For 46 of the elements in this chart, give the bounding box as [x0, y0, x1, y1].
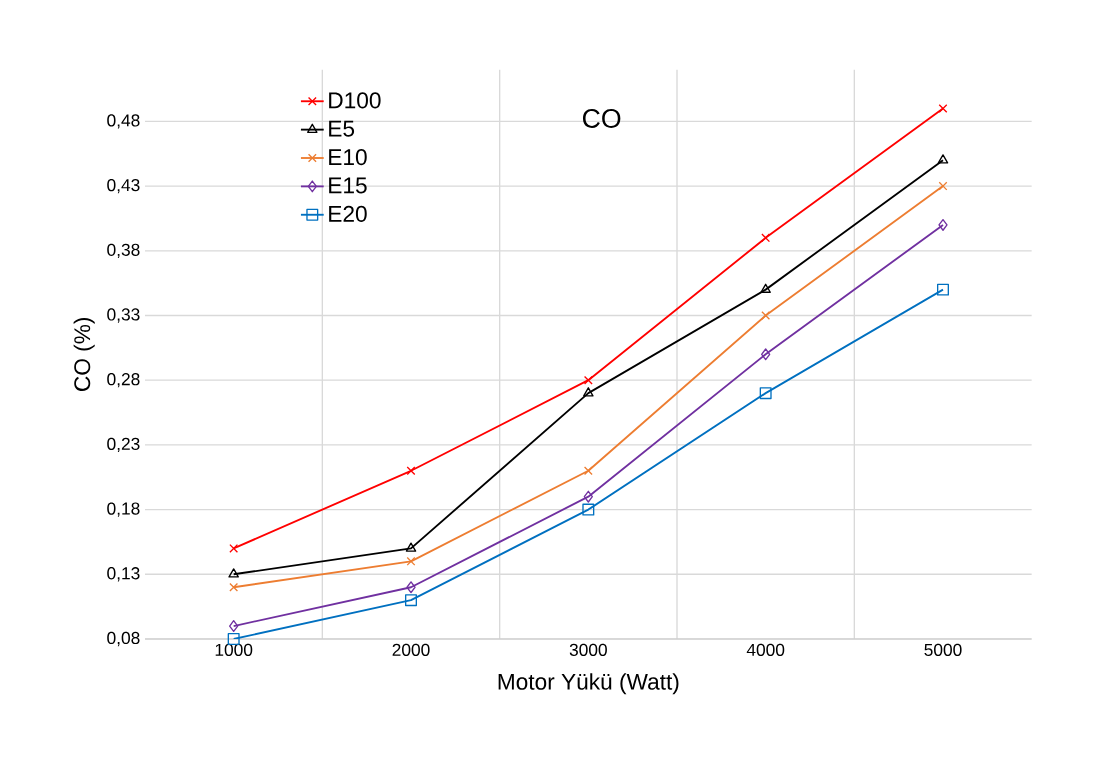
point	[759, 387, 772, 400]
point	[406, 466, 416, 476]
y-tick-label: 0,18	[107, 502, 140, 517]
point	[229, 543, 239, 553]
point	[229, 620, 239, 633]
point	[761, 311, 771, 320]
point	[229, 582, 239, 592]
point	[760, 283, 771, 293]
point	[937, 154, 949, 164]
point	[583, 375, 593, 385]
point	[938, 218, 948, 231]
legend-label: E10	[329, 149, 367, 166]
legend-label: E5	[329, 120, 355, 137]
y-tick-label: 0,28	[107, 373, 140, 388]
point	[936, 283, 949, 296]
point	[938, 104, 948, 113]
legend-label: D100	[329, 92, 381, 109]
point	[583, 387, 594, 397]
point	[228, 568, 239, 578]
point	[938, 181, 948, 191]
point	[405, 542, 417, 552]
y-tick-label: 0,08	[107, 631, 140, 647]
point	[406, 556, 416, 566]
point	[406, 581, 416, 594]
x-tick-label: 3000	[569, 643, 607, 656]
point	[761, 233, 771, 243]
text: CO	[582, 109, 621, 128]
point	[760, 348, 771, 361]
point	[583, 466, 593, 476]
legend-label: E15	[329, 177, 367, 194]
y-tick-label: 0,33	[107, 308, 140, 323]
legend-label: E20	[329, 205, 367, 222]
x-tick-label: 2000	[392, 643, 430, 656]
y-tick-label: 0,43	[107, 178, 140, 194]
x-tick-label: 1000	[215, 643, 253, 656]
y-tick-label: 0,38	[107, 243, 140, 258]
point	[583, 490, 593, 503]
point	[405, 594, 418, 607]
x-tick-label: 5000	[924, 643, 962, 656]
y-axis-title: CO (%)	[73, 317, 95, 391]
point	[582, 503, 595, 516]
x-axis-title: Motor Yükü (Watt)	[498, 673, 679, 695]
y-tick-label: 0,23	[107, 437, 140, 453]
x-tick-label: 4000	[746, 643, 785, 656]
y-tick-label: 0,13	[107, 567, 140, 582]
y-tick-label: 0,48	[107, 114, 140, 129]
